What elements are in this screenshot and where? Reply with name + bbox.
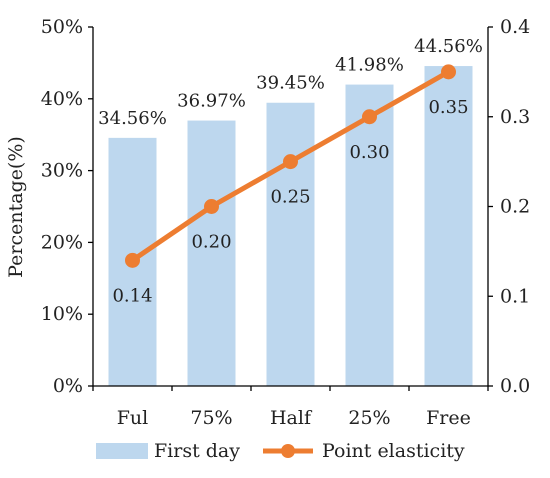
legend-label-point-elasticity: Point elasticity xyxy=(322,440,465,462)
bar-2 xyxy=(266,102,315,387)
x-tick-label-0: Ful xyxy=(117,407,149,429)
bar-1 xyxy=(187,120,236,387)
line-data-label-4: 0.35 xyxy=(428,97,468,118)
bar-4 xyxy=(424,66,473,386)
line-data-label-1: 0.20 xyxy=(191,232,231,253)
ticks-layer: 0% 10% 20% 30% 40% 50% 0.0 0.1 0.2 0.3 0.4 Ful 75% Ha… xyxy=(41,16,530,429)
legend-label-first-day: First day xyxy=(154,440,240,462)
axes-layer xyxy=(88,26,493,391)
line-point-2 xyxy=(283,154,298,170)
x-tick-label-2: Half xyxy=(270,407,313,429)
right-tick-label-1: 0.1 xyxy=(500,285,530,307)
left-tick-label-2: 20% xyxy=(41,231,83,253)
line-data-label-3: 0.30 xyxy=(349,142,389,163)
left-tick-label-1: 10% xyxy=(41,303,83,325)
x-tick-label-3: 25% xyxy=(348,407,390,429)
line-point-1 xyxy=(204,199,219,214)
left-tick-label-3: 30% xyxy=(41,160,83,182)
bar-data-label-3: 41.98% xyxy=(335,55,404,76)
x-tick-label-4: Free xyxy=(426,407,471,429)
right-tick-label-0: 0.0 xyxy=(500,375,530,397)
right-tick-label-2: 0.2 xyxy=(500,196,530,218)
bar-data-label-4: 44.56% xyxy=(414,36,483,57)
right-tick-label-4: 0.4 xyxy=(500,16,530,38)
left-tick-label-4: 40% xyxy=(41,88,83,110)
x-tick-label-1: 75% xyxy=(190,407,232,429)
legend-marker-point-elasticity xyxy=(281,444,295,458)
right-tick-label-3: 0.3 xyxy=(500,106,530,128)
bars-layer xyxy=(108,66,473,387)
line-point-3 xyxy=(362,109,377,125)
bar-3 xyxy=(345,84,394,386)
line-point-0 xyxy=(125,252,140,268)
bar-data-label-1: 36.97% xyxy=(177,91,246,112)
data-labels-layer: 34.56% 36.97% 39.45% 41.98% 44.56% 0.14 0.20 0.… xyxy=(98,36,483,306)
legend-swatch-first-day xyxy=(96,443,148,459)
line-data-label-2: 0.25 xyxy=(270,187,310,208)
bar-data-label-2: 39.45% xyxy=(256,73,325,94)
line-layer xyxy=(125,64,456,268)
y-axis-label: Percentage(%) xyxy=(5,136,27,278)
legend: First day Point elasticity xyxy=(96,440,465,462)
bar-data-label-0: 34.56% xyxy=(98,108,167,129)
line-point-4 xyxy=(441,64,456,80)
left-tick-label-5: 50% xyxy=(41,16,83,38)
line-data-label-0: 0.14 xyxy=(112,285,152,306)
left-tick-label-0: 0% xyxy=(53,375,83,397)
